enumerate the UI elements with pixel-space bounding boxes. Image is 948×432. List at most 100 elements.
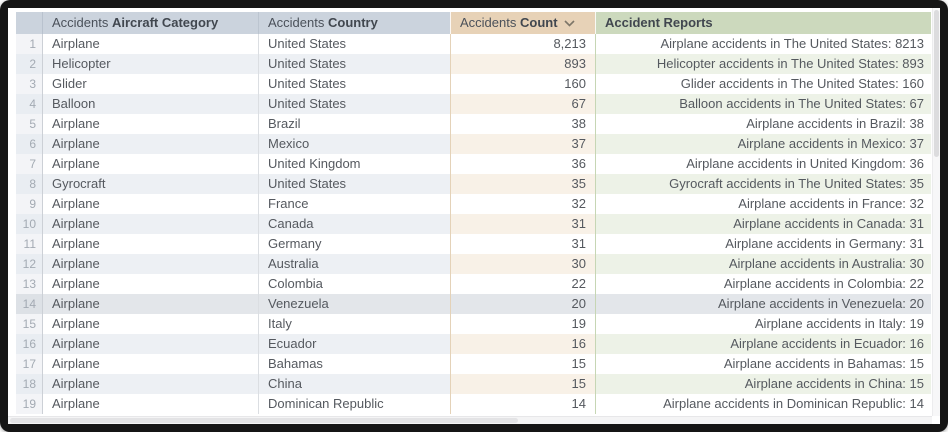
country-cell: United States [258,74,450,94]
country-cell: United States [258,174,450,194]
table-body: 1 Airplane United States 8,213 Airplane … [16,34,931,414]
chevron-down-icon[interactable] [563,12,575,34]
table-row[interactable]: 7 Airplane United Kingdom 36 Airplane ac… [16,154,931,174]
report-cell: Airplane accidents in Colombia: 22 [595,274,931,294]
row-number-cell: 12 [16,254,43,274]
header-country[interactable]: Accidents Country [258,12,450,34]
report-cell: Airplane accidents in United Kingdom: 36 [595,154,931,174]
accidents-table: Accidents Aircraft Category Accidents Co… [16,12,931,414]
country-cell: Dominican Republic [258,394,450,414]
table-row[interactable]: 19 Airplane Dominican Republic 14 Airpla… [16,394,931,414]
header-accident-reports[interactable]: Accident Reports [595,12,931,34]
count-cell: 32 [450,194,595,214]
table-row[interactable]: 13 Airplane Colombia 22 Airplane acciden… [16,274,931,294]
aircraft-category-cell: Airplane [52,236,100,251]
aircraft-category-cell: Airplane [52,316,100,331]
header-row-number [16,12,43,34]
report-cell: Airplane accidents in Dominican Republic… [595,394,931,414]
count-cell: 160 [450,74,595,94]
table-row[interactable]: 12 Airplane Australia 30 Airplane accide… [16,254,931,274]
report-cell: Airplane accidents in Germany: 31 [595,234,931,254]
row-number-cell: 6 [16,134,43,154]
country-cell: China [258,374,450,394]
table-row[interactable]: 17 Airplane Bahamas 15 Airplane accident… [16,354,931,374]
table-row[interactable]: 9 Airplane France 32 Airplane accidents … [16,194,931,214]
table-row[interactable]: 16 Airplane Ecuador 16 Airplane accident… [16,334,931,354]
country-cell: United States [258,94,450,114]
count-cell: 19 [450,314,595,334]
aircraft-category-cell: Airplane [52,396,100,411]
count-cell: 37 [450,134,595,154]
aircraft-category-cell: Airplane [52,156,100,171]
header-prefix: Accidents [52,15,109,30]
country-cell: United States [258,54,450,74]
header-aircraft-category[interactable]: Accidents Aircraft Category [43,12,258,34]
row-number-cell: 17 [16,354,43,374]
country-cell: Ecuador [258,334,450,354]
aircraft-category-cell: Airplane [43,254,258,274]
country-cell: Germany [258,234,450,254]
count-cell: 15 [450,374,595,394]
country-cell: Brazil [258,114,450,134]
table-row[interactable]: 5 Airplane Brazil 38 Airplane accidents … [16,114,931,134]
count-cell: 15 [450,354,595,374]
table-row[interactable]: 15 Airplane Italy 19 Airplane accidents … [16,314,931,334]
row-number-cell: 18 [16,374,43,394]
report-cell: Gyrocraft accidents in The United States… [595,174,931,194]
table-row[interactable]: 10 Airplane Canada 31 Airplane accidents… [16,214,931,234]
report-cell: Airplane accidents in Brazil: 38 [595,114,931,134]
report-cell: Airplane accidents in Italy: 19 [595,314,931,334]
table-row[interactable]: 2 Helicopter United States 893 Helicopte… [16,54,931,74]
row-number-cell: 2 [16,54,43,74]
report-cell: Airplane accidents in Canada: 31 [595,214,931,234]
table-row[interactable]: 4 Balloon United States 67 Balloon accid… [16,94,931,114]
country-cell: United States [258,34,450,54]
report-cell: Airplane accidents in Bahamas: 15 [595,354,931,374]
country-cell: France [258,194,450,214]
row-number-cell: 19 [16,394,43,414]
report-cell: Glider accidents in The United States: 1… [595,74,931,94]
header-count[interactable]: Accidents Count [450,12,595,34]
row-number-cell: 15 [16,314,43,334]
report-cell: Helicopter accidents in The United State… [595,54,931,74]
country-cell: Mexico [258,134,450,154]
report-cell: Airplane accidents in France: 32 [595,194,931,214]
table-row[interactable]: 8 Gyrocraft United States 35 Gyrocraft a… [16,174,931,194]
table-row[interactable]: 11 Airplane Germany 31 Airplane accident… [16,234,931,254]
country-cell: Australia [258,254,450,274]
country-cell: Venezuela [258,294,450,314]
vertical-scrollbar[interactable] [932,8,940,416]
vertical-scrollbar-thumb[interactable] [934,10,939,157]
count-cell: 14 [450,394,595,414]
aircraft-category-cell: Airplane [43,294,258,314]
count-cell: 30 [450,254,595,274]
row-number-cell: 14 [16,294,43,314]
aircraft-category-cell: Airplane [52,36,100,51]
count-cell: 22 [450,274,595,294]
report-cell: Airplane accidents in Ecuador: 16 [595,334,931,354]
horizontal-scrollbar-thumb[interactable] [10,418,519,423]
count-cell: 16 [450,334,595,354]
aircraft-category-cell: Airplane [52,116,100,131]
data-grid-panel: Accidents Aircraft Category Accidents Co… [8,8,940,424]
horizontal-scrollbar[interactable] [8,416,932,424]
report-cell: Airplane accidents in Australia: 30 [595,254,931,274]
table-row[interactable]: 1 Airplane United States 8,213 Airplane … [16,34,931,54]
table-row[interactable]: 3 Glider United States 160 Glider accide… [16,74,931,94]
table-row[interactable]: 18 Airplane China 15 Airplane accidents … [16,374,931,394]
table-row[interactable]: 14 Airplane Venezuela 20 Airplane accide… [16,294,931,314]
row-number-cell: 4 [16,94,43,114]
header-label: Country [328,15,378,30]
report-cell: Airplane accidents in The United States:… [595,34,931,54]
report-cell: Balloon accidents in The United States: … [595,94,931,114]
aircraft-category-cell: Airplane [43,134,258,154]
aircraft-category-cell: Helicopter [43,54,258,74]
row-number-cell: 8 [16,174,43,194]
row-number-cell: 3 [16,74,43,94]
count-cell: 31 [450,214,595,234]
row-number-cell: 7 [16,154,43,174]
header-label: Aircraft Category [112,15,219,30]
table-row[interactable]: 6 Airplane Mexico 37 Airplane accidents … [16,134,931,154]
